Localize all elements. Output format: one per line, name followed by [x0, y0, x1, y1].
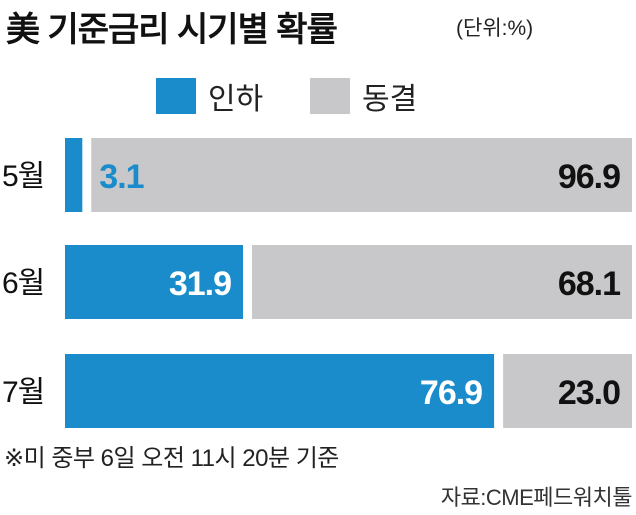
category-label-1: 5월 [2, 160, 44, 193]
value-label-hold-3: 23.0 [558, 374, 620, 412]
source-note: 자료:CME페드워치툴 [440, 485, 633, 510]
value-label-hold-1: 96.9 [558, 158, 620, 196]
bar-hold-2 [252, 245, 632, 319]
bar-hold-3 [503, 354, 632, 428]
value-label-cut-1: 3.1 [99, 158, 143, 196]
legend-label-cut: 인하 [208, 83, 264, 116]
category-label-2: 6월 [2, 267, 44, 300]
value-label-cut-2: 31.9 [169, 265, 231, 303]
category-label-3: 7월 [2, 376, 44, 409]
footnote: ※미 중부 6일 오전 11시 20분 기준 [4, 445, 339, 472]
value-label-cut-3: 76.9 [420, 374, 482, 412]
legend-item-cut: 인하 [156, 78, 263, 116]
chart-title: 美 기준금리 시기별 확률 [6, 11, 338, 49]
bar-hold-1 [91, 138, 633, 212]
legend-item-hold: 동결 [310, 78, 417, 116]
legend-swatch-hold [310, 78, 350, 114]
bar-cut-2 [65, 245, 244, 319]
legend-swatch-cut [156, 78, 196, 114]
value-label-hold-2: 68.1 [558, 265, 620, 303]
bar-cut-3 [65, 354, 495, 428]
legend-label-hold: 동결 [362, 83, 418, 116]
unit-label: (단위:%) [456, 17, 534, 40]
bar-cut-1 [65, 138, 83, 212]
